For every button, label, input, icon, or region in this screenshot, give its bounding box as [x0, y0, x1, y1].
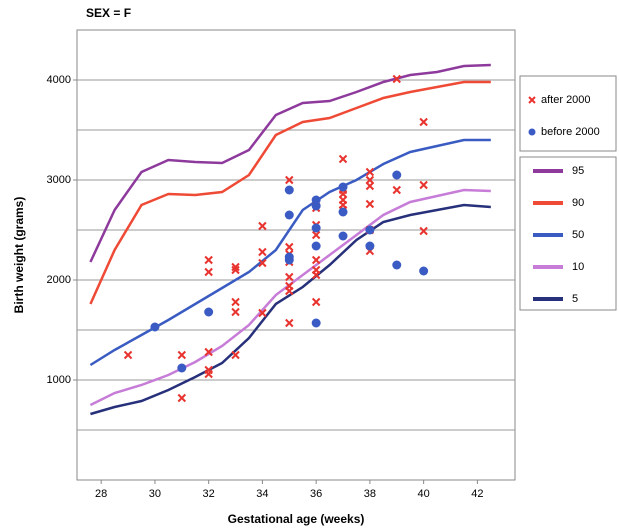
legend-label: 95 — [572, 165, 584, 177]
legend-label: before 2000 — [541, 126, 600, 138]
x-tick-label: 32 — [203, 488, 215, 500]
point — [258, 308, 267, 318]
point — [311, 297, 321, 307]
point — [392, 170, 402, 180]
point — [258, 247, 267, 257]
legend-label: 10 — [572, 261, 584, 273]
point — [392, 260, 402, 270]
point — [231, 307, 240, 317]
point — [204, 255, 213, 265]
point — [338, 154, 348, 164]
point — [365, 167, 375, 177]
point — [177, 393, 187, 403]
percentile-line — [89, 188, 491, 407]
legend-box — [519, 75, 617, 152]
legend-swatch — [528, 128, 536, 136]
point — [365, 199, 375, 209]
legend-label: 90 — [572, 197, 584, 209]
point — [231, 265, 240, 275]
point — [177, 363, 187, 373]
point — [365, 225, 375, 235]
point — [285, 242, 294, 252]
point — [311, 230, 321, 240]
plot-area — [89, 63, 491, 416]
percentile-line — [90, 203, 491, 416]
point — [311, 201, 321, 211]
point — [311, 255, 321, 265]
plot-frame — [76, 29, 516, 481]
point — [231, 297, 240, 307]
point — [284, 255, 294, 265]
percentile-line — [89, 63, 491, 263]
point — [338, 182, 348, 192]
x-tick-label: 30 — [149, 488, 161, 500]
x-axis-label: Gestational age (weeks) — [228, 512, 365, 526]
point — [419, 226, 428, 236]
y-tick-label: 1000 — [47, 374, 71, 386]
point — [285, 318, 294, 328]
point — [338, 231, 348, 241]
point — [231, 262, 240, 272]
percentile-line — [89, 80, 491, 305]
y-tick-label: 4000 — [47, 74, 71, 86]
point — [311, 318, 321, 328]
legend-swatch — [528, 96, 536, 104]
y-tick-label: 2000 — [47, 274, 71, 286]
point — [285, 175, 294, 185]
legend-label: after 2000 — [541, 94, 591, 106]
point — [419, 180, 428, 190]
point — [285, 272, 294, 282]
point — [204, 267, 213, 277]
y-axis-label: Birth weight (grams) — [12, 197, 26, 314]
legend-label: 5 — [572, 293, 578, 305]
point — [258, 221, 267, 231]
x-tick-label: 34 — [256, 488, 268, 500]
x-tick-label: 38 — [364, 488, 376, 500]
point — [365, 241, 375, 251]
point — [204, 347, 213, 357]
point — [311, 223, 321, 233]
point — [177, 350, 187, 360]
point — [123, 350, 133, 360]
point — [150, 322, 160, 332]
point — [231, 350, 240, 360]
point — [311, 241, 321, 251]
point — [204, 369, 213, 379]
point — [311, 270, 321, 280]
y-tick-label: 3000 — [47, 174, 71, 186]
x-tick-label: 28 — [95, 488, 107, 500]
point — [392, 185, 401, 195]
point — [258, 258, 267, 268]
point — [338, 207, 348, 217]
point — [419, 266, 429, 276]
point — [204, 307, 214, 317]
x-tick-label: 40 — [418, 488, 430, 500]
point — [419, 117, 428, 127]
x-tick-label: 42 — [471, 488, 483, 500]
point — [285, 286, 294, 296]
chart-title: SEX = F — [86, 6, 131, 20]
x-tick-label: 36 — [310, 488, 322, 500]
point — [284, 210, 294, 220]
point — [365, 181, 375, 191]
point — [392, 74, 401, 84]
point — [284, 185, 294, 195]
legend-label: 50 — [572, 229, 584, 241]
